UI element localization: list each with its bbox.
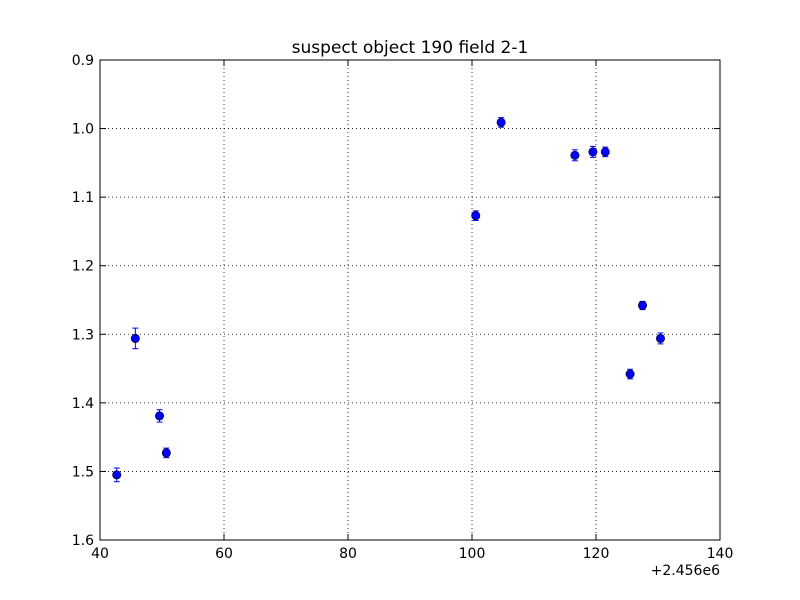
x-tick-label: 140 — [707, 546, 734, 562]
data-point — [570, 149, 580, 162]
point-marker — [600, 147, 610, 157]
point-marker — [637, 300, 647, 310]
tick-labels: 40 60 80 100 120 140 0.9 1.0 1.1 1.2 1.3 1.4 1.5 1.6 — [72, 53, 734, 562]
data-point — [471, 210, 481, 221]
point-marker — [496, 117, 506, 127]
y-tick-label: 1.0 — [72, 122, 94, 138]
data-point — [655, 332, 665, 345]
x-tick-label: 100 — [459, 546, 486, 562]
point-marker — [155, 411, 165, 421]
axis-ticks — [99, 59, 721, 541]
data-point — [600, 146, 610, 158]
y-tick-label: 1.2 — [72, 259, 94, 275]
point-marker — [130, 333, 140, 343]
x-tick-label: 80 — [339, 546, 357, 562]
data-point — [161, 447, 171, 459]
data-points — [112, 117, 665, 483]
point-marker — [588, 147, 598, 157]
x-offset-label: +2.456e6 — [651, 563, 720, 579]
data-point — [625, 368, 635, 380]
x-tick-label: 120 — [583, 546, 610, 562]
y-tick-label: 1.5 — [72, 464, 94, 480]
data-point — [130, 327, 140, 350]
y-tick-label: 1.3 — [72, 327, 94, 343]
point-marker — [570, 150, 580, 160]
data-point — [155, 409, 165, 423]
point-marker — [625, 369, 635, 379]
y-tick-label: 1.6 — [72, 533, 94, 549]
y-tick-label: 0.9 — [72, 53, 94, 69]
data-point — [496, 117, 506, 128]
data-point — [112, 467, 122, 483]
data-point — [637, 300, 647, 311]
y-tick-label: 1.1 — [72, 190, 94, 206]
point-marker — [471, 211, 481, 221]
x-tick-label: 40 — [91, 546, 109, 562]
point-marker — [161, 448, 171, 458]
y-tick-label: 1.4 — [72, 396, 94, 412]
point-marker — [112, 470, 122, 480]
chart-title: suspect object 190 field 2-1 — [292, 38, 529, 58]
grid — [100, 60, 720, 540]
data-point — [588, 145, 598, 158]
point-marker — [655, 333, 665, 343]
x-tick-label: 60 — [215, 546, 233, 562]
plot-frame — [99, 59, 721, 541]
